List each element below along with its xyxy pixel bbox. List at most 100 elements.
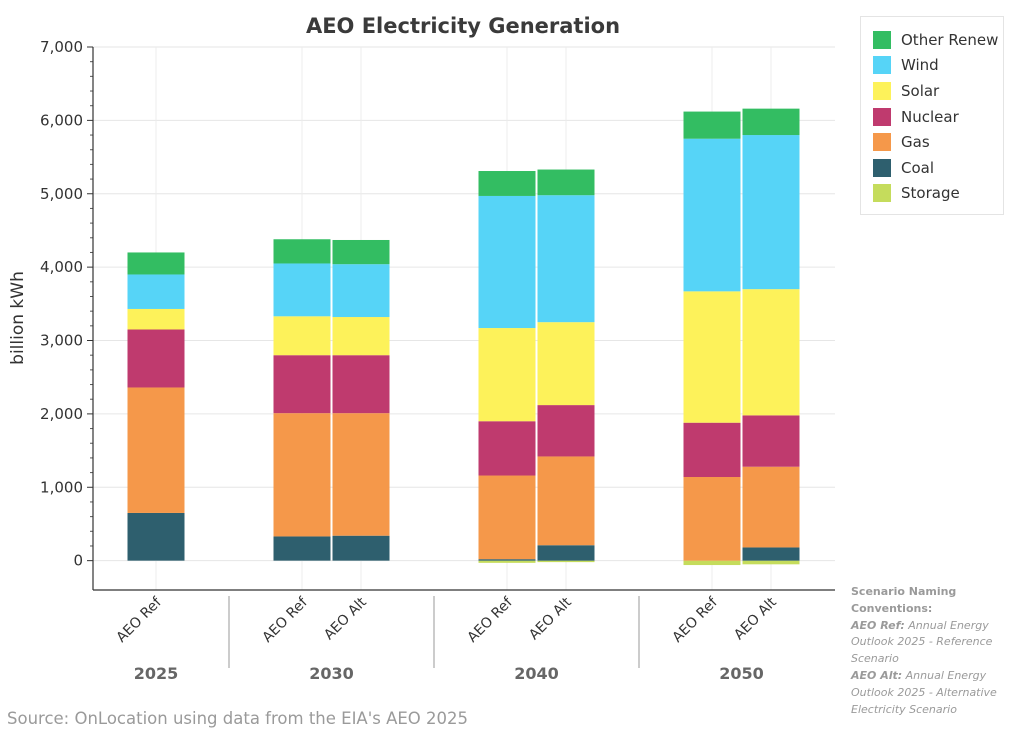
legend-swatch (873, 184, 891, 203)
x-tick-label: AEO Alt (321, 594, 370, 643)
notes-ref-term: AEO Ref: (851, 618, 905, 632)
bar-segment-solar (273, 316, 331, 356)
group-label: 2050 (719, 664, 764, 683)
y-tick-label: 6,000 (40, 111, 83, 129)
notes-alt-term: AEO Alt: (851, 668, 903, 682)
legend-item: Other Renew (873, 27, 1003, 53)
bar-segment-wind (537, 195, 595, 323)
x-tick-label: AEO Ref (114, 594, 166, 646)
bar-segment-gas (332, 413, 390, 536)
legend-swatch (873, 133, 891, 152)
bar-stacks (127, 108, 800, 566)
y-tick-label: 4,000 (40, 258, 83, 276)
y-axis-label: billion kWh (8, 271, 28, 365)
legend-item: Storage (873, 181, 1003, 207)
group-label: 2040 (514, 664, 559, 683)
bar-segment-gas (742, 466, 800, 548)
legend: Other Renew Wind Solar Nuclear Gas Coal Storag… (860, 16, 1004, 215)
bar-segment-storage (537, 560, 595, 563)
legend-label: Gas (901, 133, 930, 152)
legend-item: Solar (873, 78, 1003, 104)
legend-swatch (873, 158, 891, 177)
notes-alt: AEO Alt: Annual Energy Outlook 2025 - Al… (851, 668, 1016, 718)
x-tick-label: AEO Ref (260, 594, 312, 646)
legend-label: Nuclear (901, 107, 959, 126)
bar-segment-other-renew (273, 239, 331, 264)
axes (87, 46, 835, 668)
y-tick-label: 5,000 (40, 185, 83, 203)
legend-label: Storage (901, 184, 960, 203)
y-tick-label: 0 (73, 552, 83, 570)
bar-segment-coal (537, 545, 595, 561)
bar-segment-solar (742, 289, 800, 416)
notes-heading: Scenario Naming Conventions: (851, 585, 957, 615)
legend-label: Wind (901, 56, 939, 75)
bar-segment-wind (742, 135, 800, 290)
bar-segment-nuclear (537, 405, 595, 457)
bar-segment-other-renew (537, 169, 595, 196)
bar-segment-nuclear (332, 355, 390, 414)
notes-ref: AEO Ref: Annual Energy Outlook 2025 - Re… (851, 618, 1016, 668)
bar-segment-storage (478, 560, 536, 563)
legend-label: Other Renew (901, 30, 999, 49)
bar-segment-solar (683, 291, 741, 423)
bar-segment-nuclear (273, 355, 331, 414)
notes-alt-def: Annual Energy Outlook 2025 - Alternative… (851, 668, 997, 716)
legend-label: Coal (901, 158, 935, 177)
bar-segment-nuclear (683, 422, 741, 477)
x-tick-label: AEO Ref (670, 594, 722, 646)
bar-segment-gas (537, 456, 595, 546)
bar-segment-gas (127, 387, 185, 513)
bar-segment-nuclear (742, 415, 800, 467)
bar-segment-coal (332, 535, 390, 561)
y-tick-labels: 0 1,000 2,000 3,000 4,000 5,000 6,000 7,000 (40, 38, 83, 570)
bar-segment-coal (478, 559, 536, 561)
bar-segment-other-renew (683, 111, 741, 139)
legend-item: Coal (873, 155, 1003, 181)
legend-swatch (873, 30, 891, 49)
legend-swatch (873, 81, 891, 100)
bar-segment-other-renew (332, 239, 390, 265)
bar-segment-nuclear (127, 329, 185, 388)
group-label: 2025 (134, 664, 179, 683)
y-tick-label: 3,000 (40, 332, 83, 350)
notes-ref-def: Annual Energy Outlook 2025 - Reference S… (851, 618, 993, 666)
legend-swatch (873, 56, 891, 75)
bar-segment-coal (742, 547, 800, 561)
chart-title: AEO Electricity Generation (306, 14, 620, 38)
bar-segment-other-renew (478, 171, 536, 196)
source-note: Source: OnLocation using data from the E… (7, 709, 469, 728)
scenario-notes: Scenario Naming Conventions: AEO Ref: An… (851, 584, 1016, 718)
legend-label: Solar (901, 81, 940, 100)
bar-segment-wind (683, 138, 741, 292)
bar-segment-gas (478, 475, 536, 560)
y-tick-label: 7,000 (40, 38, 83, 56)
y-tick-label: 2,000 (40, 405, 83, 423)
bar-segment-gas (273, 413, 331, 537)
bar-segment-other-renew (127, 252, 185, 275)
bar-segment-solar (127, 308, 185, 330)
bar-segment-solar (332, 317, 390, 356)
group-label: 2030 (309, 664, 354, 683)
bar-segment-other-renew (742, 108, 800, 136)
bar-segment-storage (683, 560, 741, 566)
bar-segment-wind (273, 263, 331, 317)
bar-segment-wind (332, 264, 390, 318)
bar-segment-coal (273, 536, 331, 561)
legend-item: Nuclear (873, 104, 1003, 130)
bar-segment-nuclear (478, 421, 536, 476)
bar-segment-wind (127, 274, 185, 309)
bar-segment-solar (478, 328, 536, 422)
legend-item: Wind (873, 53, 1003, 79)
x-tick-label: AEO Ref (465, 594, 517, 646)
bar-segment-wind (478, 195, 536, 329)
y-tick-label: 1,000 (40, 478, 83, 496)
bar-segment-gas (683, 476, 741, 561)
bar-segment-coal (127, 512, 185, 561)
bar-segment-solar (537, 322, 595, 406)
x-tick-label: AEO Alt (526, 594, 575, 643)
legend-swatch (873, 107, 891, 126)
x-tick-label: AEO Alt (731, 594, 780, 643)
